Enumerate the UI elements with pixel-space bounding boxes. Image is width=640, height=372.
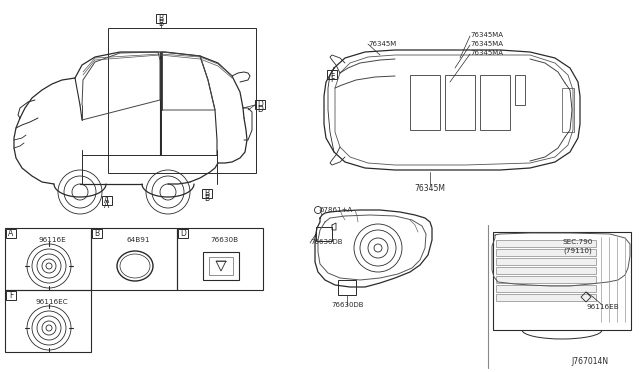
Text: 76630DB: 76630DB (310, 239, 342, 245)
Text: B: B (204, 189, 209, 198)
Text: A: A (8, 229, 13, 238)
Bar (102, 196, 112, 205)
Bar (327, 70, 337, 79)
Bar (496, 285, 596, 292)
Text: D: D (257, 100, 263, 109)
Bar (562, 88, 574, 132)
Bar (480, 75, 510, 130)
Bar (5, 228, 91, 290)
Text: 76345MA: 76345MA (470, 50, 503, 56)
Text: 76630DB: 76630DB (332, 302, 364, 308)
Bar (6, 229, 16, 238)
Bar (255, 100, 265, 109)
Bar (178, 229, 188, 238)
Bar (410, 75, 440, 130)
Text: F: F (330, 70, 334, 79)
Text: 76345M: 76345M (368, 41, 396, 47)
Text: 96116E: 96116E (38, 237, 66, 243)
Bar (445, 75, 475, 130)
Text: SEC.790: SEC.790 (563, 239, 593, 245)
Text: F: F (9, 291, 13, 300)
Bar (177, 228, 263, 290)
Bar (496, 258, 596, 265)
Text: J767014N: J767014N (572, 357, 609, 366)
Text: 76345MA: 76345MA (470, 41, 503, 47)
Bar (202, 189, 212, 198)
Text: B: B (204, 193, 209, 202)
Text: A: A (104, 201, 109, 209)
Text: 76345MA: 76345MA (470, 32, 503, 38)
Bar (6, 291, 16, 300)
Text: A: A (104, 196, 109, 205)
Bar (92, 229, 102, 238)
Bar (203, 252, 239, 280)
Bar (338, 280, 356, 295)
Bar (156, 14, 166, 23)
Text: 96116EB: 96116EB (587, 304, 620, 310)
Text: 64B91: 64B91 (126, 237, 150, 243)
Text: (79110): (79110) (564, 248, 593, 254)
Bar (91, 228, 177, 290)
Text: B: B (95, 229, 100, 238)
Text: D: D (180, 229, 186, 238)
Text: 67861+A: 67861+A (320, 207, 353, 213)
Text: B: B (159, 19, 164, 28)
Bar (496, 276, 596, 283)
Bar (515, 75, 525, 105)
Bar (496, 267, 596, 274)
Bar (316, 227, 332, 241)
Text: 76345M: 76345M (415, 183, 445, 192)
Bar (496, 240, 596, 247)
Text: 76630B: 76630B (210, 237, 238, 243)
Bar (496, 249, 596, 256)
Bar (108, 28, 256, 173)
Bar (5, 290, 91, 352)
Bar (496, 294, 596, 301)
Text: D: D (257, 105, 263, 113)
Text: B: B (159, 14, 164, 23)
Bar (209, 257, 233, 275)
Text: F: F (330, 74, 334, 83)
Bar (493, 232, 631, 330)
Text: 96116EC: 96116EC (36, 299, 68, 305)
